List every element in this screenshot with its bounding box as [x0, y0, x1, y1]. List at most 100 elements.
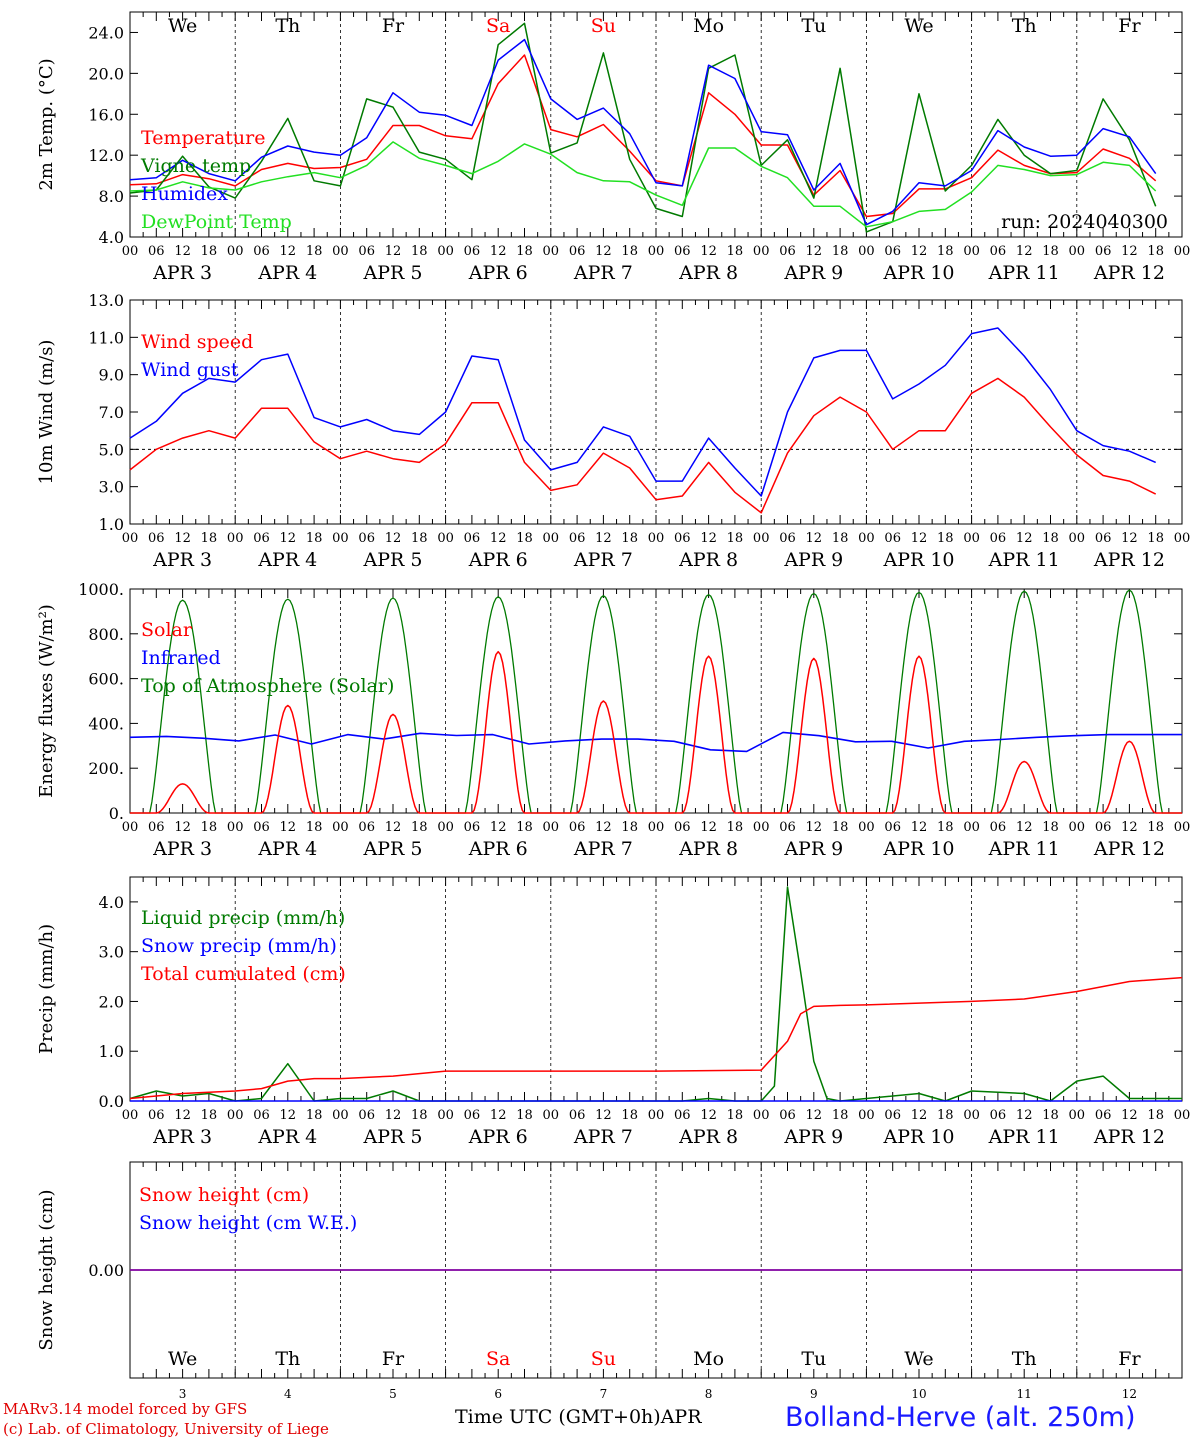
- y-tick-label: 200.: [88, 759, 124, 778]
- hour-tick-label: 12: [490, 244, 507, 259]
- weekday-label: Tu: [801, 15, 826, 37]
- date-label: APR 3: [152, 1126, 212, 1148]
- weekday-label: Th: [275, 1348, 300, 1370]
- hour-tick-label: 12: [1016, 531, 1033, 546]
- hour-tick-label: 18: [621, 244, 638, 259]
- hour-tick-label: 00: [858, 531, 875, 546]
- hour-tick-label: 18: [1042, 1108, 1059, 1123]
- hour-tick-label: 18: [727, 244, 744, 259]
- hour-tick-label: 00: [227, 531, 244, 546]
- legend-wind-speed: Wind speed: [141, 331, 253, 353]
- hour-tick-label: 18: [411, 244, 428, 259]
- hour-tick-label: 18: [621, 531, 638, 546]
- hour-tick-label: 12: [490, 820, 507, 835]
- date-label: APR 11: [988, 549, 1060, 571]
- hour-tick-label: 06: [990, 244, 1007, 259]
- date-label: APR 8: [678, 262, 738, 284]
- day-number-label: 8: [705, 1387, 713, 1401]
- hour-tick-label: 06: [674, 820, 691, 835]
- legend-dewpoint-temp: DewPoint Temp: [141, 211, 292, 233]
- y-axis-label: Energy fluxes (W/m²): [36, 604, 57, 798]
- hour-tick-label: 06: [779, 531, 796, 546]
- day-number-label: 10: [911, 1387, 926, 1401]
- date-label: APR 7: [573, 1126, 633, 1148]
- hour-tick-label: 12: [1016, 820, 1033, 835]
- hour-tick-label: 00: [963, 1108, 980, 1123]
- hour-tick-label: 12: [174, 1108, 191, 1123]
- hour-tick-label: 06: [884, 1108, 901, 1123]
- hour-tick-label: 06: [148, 1108, 165, 1123]
- y-tick-label: 3.0: [99, 478, 124, 497]
- date-label: APR 11: [988, 262, 1060, 284]
- hour-tick-label: 18: [621, 1108, 638, 1123]
- date-label: APR 3: [152, 262, 212, 284]
- weekday-label: We: [168, 15, 197, 37]
- hour-tick-label: 00: [543, 1108, 560, 1123]
- series-total-cumulated-cm: [129, 976, 1183, 1100]
- weekday-label: Mo: [693, 1348, 724, 1370]
- day-number-label: 5: [389, 1387, 397, 1401]
- hour-tick-label: 06: [884, 244, 901, 259]
- date-label: APR 7: [573, 549, 633, 571]
- hour-tick-label: 00: [543, 244, 560, 259]
- run-annotation: run: 2024040300: [1001, 211, 1168, 233]
- hour-tick-label: 18: [937, 1108, 954, 1123]
- hour-tick-label: 06: [569, 820, 586, 835]
- hour-tick-label: 12: [490, 1108, 507, 1123]
- hour-tick-label: 06: [1095, 244, 1112, 259]
- hour-tick-label: 12: [911, 1108, 928, 1123]
- y-tick-label: 8.0: [99, 187, 124, 206]
- hour-tick-label: 18: [306, 531, 323, 546]
- legend-humidex: Humidex: [141, 183, 228, 205]
- hour-tick-label: 18: [1042, 820, 1059, 835]
- hour-tick-label: 06: [569, 244, 586, 259]
- series-humidex: [129, 38, 1157, 226]
- legend-solar: Solar: [141, 619, 193, 641]
- hour-tick-label: 00: [227, 1108, 244, 1123]
- hour-tick-label: 18: [832, 1108, 849, 1123]
- y-tick-label: 4.0: [99, 228, 124, 247]
- weekday-label: Fr: [1118, 1348, 1141, 1370]
- hour-tick-label: 00: [1069, 820, 1086, 835]
- x-axis-title: Time UTC (GMT+0h)APR: [455, 1406, 702, 1428]
- hour-tick-label: 12: [1016, 1108, 1033, 1123]
- hour-tick-label: 18: [832, 820, 849, 835]
- date-label: APR 11: [988, 1126, 1060, 1148]
- legend-total-cumulated-cm: Total cumulated (cm): [141, 963, 346, 985]
- y-tick-label: 3.0: [99, 943, 124, 962]
- hour-tick-label: 12: [174, 820, 191, 835]
- hour-tick-label: 00: [332, 244, 349, 259]
- hour-tick-label: 06: [464, 244, 481, 259]
- day-number-label: 11: [1017, 1387, 1032, 1401]
- day-number-label: 6: [494, 1387, 502, 1401]
- y-tick-label: 0.: [109, 804, 124, 823]
- hour-tick-label: 18: [411, 820, 428, 835]
- y-axis-label: 10m Wind (m/s): [36, 340, 57, 485]
- y-axis-label: Snow height (cm): [36, 1189, 57, 1350]
- hour-tick-label: 00: [753, 1108, 770, 1123]
- hour-tick-label: 06: [358, 244, 375, 259]
- y-tick-label: 24.0: [88, 23, 124, 42]
- hour-tick-label: 18: [306, 820, 323, 835]
- hour-tick-label: 06: [148, 244, 165, 259]
- hour-tick-label: 18: [1147, 1108, 1164, 1123]
- hour-tick-label: 12: [385, 820, 402, 835]
- legend-infrared: Infrared: [141, 647, 221, 669]
- hour-tick-label: 00: [437, 820, 454, 835]
- day-number-label: 7: [600, 1387, 608, 1401]
- date-label: APR 6: [468, 262, 528, 284]
- date-label: APR 12: [1093, 549, 1165, 571]
- date-label: APR 9: [783, 262, 843, 284]
- legend-snow-height-cm: Snow height (cm): [139, 1184, 309, 1206]
- weekday-label: Th: [1012, 1348, 1037, 1370]
- date-label: APR 9: [783, 1126, 843, 1148]
- y-tick-label: 4.0: [99, 893, 124, 912]
- hour-tick-label: 12: [174, 244, 191, 259]
- hour-tick-label: 12: [1016, 244, 1033, 259]
- panel-frame: [129, 588, 1183, 814]
- date-label: APR 5: [363, 262, 423, 284]
- hour-tick-label: 06: [253, 531, 270, 546]
- day-number-label: 9: [810, 1387, 818, 1401]
- hour-tick-label: 00: [332, 1108, 349, 1123]
- series-dewpoint-temp: [129, 141, 1157, 228]
